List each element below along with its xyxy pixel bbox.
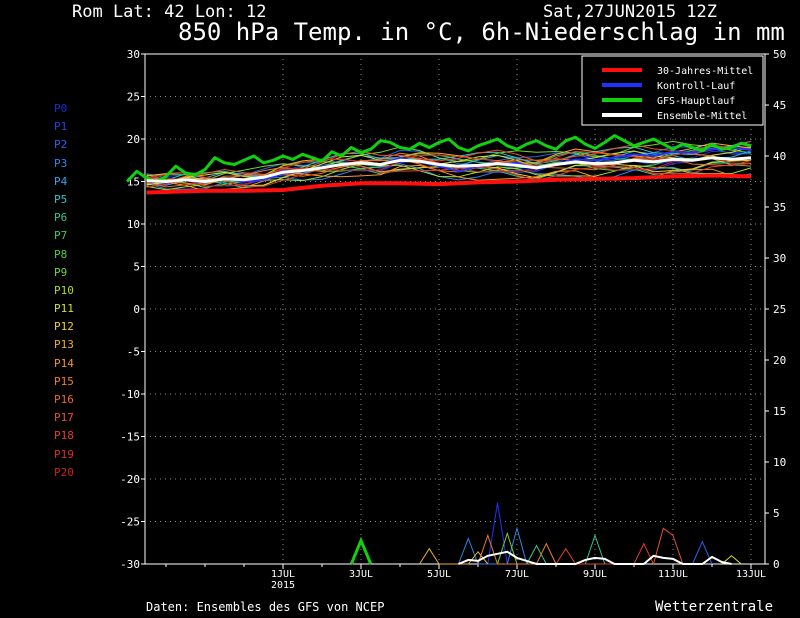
member-label-p11: P11 (54, 302, 74, 316)
member-label-p3: P3 (54, 156, 68, 170)
series-line-gfs-hauptlauf (125, 134, 752, 183)
chart-title: 850 hPa Temp. in °C, 6h-Niederschlag in … (178, 18, 785, 46)
precip-line-ensemble-mittel (458, 550, 732, 565)
legend-label: 30-Jahres-Mittel (657, 66, 753, 77)
y-tick-label: 10 (127, 218, 140, 231)
y-tick-label: 0 (133, 303, 140, 316)
y2-tick-label: 50 (773, 48, 786, 61)
member-label-p12: P12 (54, 320, 74, 334)
member-label-p16: P16 (54, 393, 74, 406)
y2-tick-label: 15 (773, 405, 786, 418)
x-tick-sublabel: 2015 (271, 580, 295, 591)
run-time-label: Sat,27JUN2015 12Z (543, 2, 717, 22)
y-tick-label: 15 (127, 176, 140, 189)
y-tick-label: 30 (127, 48, 140, 61)
right-axis: 0 5 10 15 20 25 30 35 40 45 50 (765, 48, 786, 571)
member-label-p18: P18 (54, 429, 74, 443)
precip-line-p11 (721, 555, 742, 565)
brand-label: Wetterzentrale (655, 599, 774, 615)
precipitation-lines (349, 502, 742, 565)
y-tick-label: 25 (127, 91, 140, 104)
member-label-p19: P19 (54, 447, 74, 461)
ensemble-line-p16 (146, 157, 752, 188)
member-label-p20: P20 (54, 465, 74, 479)
legend: 30-Jahres-Mittel Kontroll-Lauf GFS-Hauptla… (581, 55, 764, 126)
member-label-p13: P13 (54, 338, 74, 352)
x-tick-label: 1JUL (271, 569, 295, 580)
member-label-p0: P0 (54, 102, 68, 115)
y2-tick-label: 0 (773, 558, 780, 571)
y-tick-label: 20 (127, 133, 140, 146)
y2-tick-label: 35 (773, 201, 786, 214)
member-label-p9: P9 (54, 265, 68, 279)
series-line-kontroll-lauf (146, 146, 752, 184)
x-tick-label: 11JUL (658, 569, 688, 580)
data-credit: Daten: Ensembles des GFS von NCEP (146, 600, 385, 614)
y2-tick-label: 45 (773, 99, 786, 112)
precip-line-gfs-hauptlauf (349, 536, 373, 565)
x-tick-label: 5JUL (427, 569, 451, 580)
member-label-p1: P1 (54, 120, 68, 134)
precip-line-p17 (653, 527, 684, 565)
y-tick-label: -15 (120, 431, 140, 444)
y-tick-label: 5 (133, 261, 140, 274)
member-label-p17: P17 (54, 411, 74, 425)
series-line-ensemble-mittel (146, 156, 752, 183)
member-label-p5: P5 (54, 192, 68, 206)
y2-tick-label: 5 (773, 507, 780, 520)
series-line-30-jahres-mittel (146, 173, 752, 195)
location-label: Rom Lat: 42 Lon: 12 (72, 2, 267, 22)
member-label-p7: P7 (54, 229, 68, 243)
main-series-lines (125, 134, 752, 195)
precip-line-p13 (419, 547, 489, 565)
y-tick-label: -10 (120, 388, 140, 401)
legend-label: Kontroll-Lauf (657, 81, 735, 92)
member-label-p8: P8 (54, 247, 68, 261)
legend-label: GFS-Hauptlauf (657, 96, 735, 107)
y2-tick-label: 40 (773, 150, 786, 163)
member-label-p4: P4 (54, 174, 68, 188)
precip-line-p3 (458, 526, 528, 565)
member-label-p15: P15 (54, 374, 74, 388)
y-tick-label: -20 (120, 473, 140, 486)
grid (145, 54, 765, 564)
member-label-p6: P6 (54, 211, 68, 225)
ensemble-line-p5 (146, 140, 752, 184)
y-tick-label: -30 (120, 558, 140, 571)
y2-tick-label: 20 (773, 354, 786, 367)
ensemble-member-list: P0 P1 P2 P3 P4 P5 P6 P7 P8 P9 P10 P11 P12 P13 P14 P15 P1… (54, 100, 74, 482)
member-label-p10: P10 (54, 283, 74, 297)
member-label-p2: P2 (54, 138, 68, 152)
left-axis: -30 -25 -20 -15 -10 -5 0 5 10 15 20 25 30 (120, 48, 145, 571)
x-tick-label: 13JUL (736, 569, 766, 580)
precip-line-p15 (477, 533, 557, 565)
y2-tick-label: 25 (773, 303, 786, 316)
x-tick-label: 7JUL (505, 569, 529, 580)
x-tick-label: 9JUL (583, 569, 607, 580)
member-label-p14: P14 (54, 356, 74, 370)
y-tick-label: -25 (120, 516, 140, 529)
ensemble-line-p17 (146, 140, 752, 183)
y2-tick-label: 10 (773, 456, 786, 469)
y2-tick-label: 30 (773, 252, 786, 265)
y-tick-label: -5 (127, 346, 140, 359)
precip-line-p18 (555, 542, 654, 565)
x-tick-label: 3JUL (349, 569, 373, 580)
legend-label: Ensemble-Mittel (657, 111, 747, 122)
precip-line-p2 (692, 540, 713, 565)
